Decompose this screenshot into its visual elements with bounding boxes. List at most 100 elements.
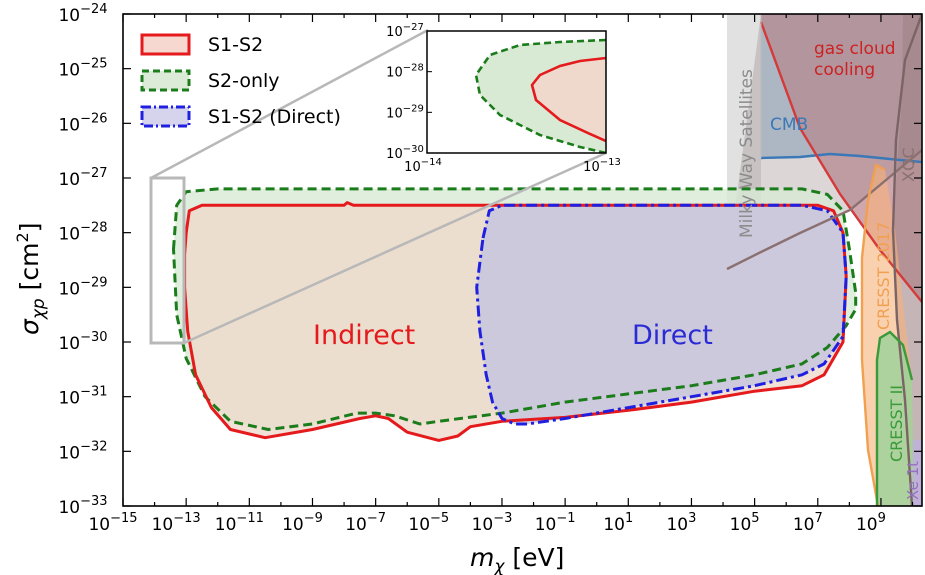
zoom-connector-top [150,28,429,180]
y-tick-exp: −30 [80,330,107,345]
x-tick-exp: 3 [688,511,696,526]
x-tick-base: 10 [282,515,304,535]
inset-s1s2-line [530,56,606,143]
y-tick-exp: −24 [80,2,107,17]
y-tick-base: 10 [58,279,80,299]
x-tick-exp: −11 [236,511,263,526]
inset-x-tick-exp: −14 [421,157,442,168]
inset-s2only-line [474,38,606,153]
inset-frame [426,30,607,154]
cresst2-line [875,330,914,506]
legend-label-direct: S1-S2 (Direct) [208,106,341,128]
y-tick-label: 10−30 [58,330,107,354]
x-tick-label: 107 [793,511,823,535]
inset-y-tick-label: 10−28 [386,63,424,81]
x-tick-exp: −3 [493,511,512,526]
gas-label-1: gas cloud [814,39,896,59]
x-tick-exp: −7 [367,511,386,526]
x-tick-exp: −1 [556,511,575,526]
indirect-annotation: Indirect [313,320,415,351]
inset-y-tick-exp: −29 [403,103,424,114]
xe1t-label: Xe 1t [904,461,922,500]
x-tick-label: 10−7 [345,511,386,535]
x-tick-label: 10−13 [152,511,201,535]
y-tick-label: 10−27 [58,166,107,190]
x-tick-exp: −15 [110,511,137,526]
y-tick-label: 10−31 [58,385,107,409]
y-axis-label-close: ] [15,223,44,233]
cresst2-region [877,332,914,506]
x-tick-exp: −5 [430,511,449,526]
x-tick-exp: −9 [304,511,323,526]
y-tick-exp: −33 [80,494,107,509]
y-tick-exp: −31 [80,385,107,400]
cresst2017-line [860,163,886,506]
y-axis-label-unit: [cm [15,242,44,298]
cmb-line [760,152,922,164]
x-tick-exp: 9 [878,511,886,526]
inset-y-tick-label: 10−30 [386,144,424,162]
x-tick-base: 10 [152,515,174,535]
x-tick-exp: −13 [173,511,200,526]
xqc-line [891,14,922,506]
x-tick-base: 10 [730,515,752,535]
gas-label-2: cooling [814,60,875,80]
direct-annotation: Direct [632,320,713,351]
mws-line [726,149,922,271]
x-axis-label: mχ [eV] [470,543,564,575]
x-tick-exp: 5 [751,511,759,526]
inset-y-tick-label: 10−29 [386,103,424,121]
zoom-connector-bottom [183,151,607,345]
y-axis-label-sup: 2 [13,232,32,242]
xqc-region [893,14,922,506]
constraint-lines [726,14,922,506]
x-tick-label: 10−9 [282,511,323,535]
series-line-1 [172,187,858,431]
inset-y-tick-base: 10 [386,147,403,162]
inset-y-tick-exp: −30 [403,144,424,155]
y-tick-label: 10−32 [58,439,107,463]
series-fills [173,188,856,441]
x-axis-label-sub: χ [493,557,505,575]
axes-frame [122,13,923,507]
y-tick-label: 10−26 [58,111,107,135]
zoom-box [149,176,186,345]
y-tick-exp: −28 [80,221,107,236]
x-tick-base: 10 [603,515,625,535]
y-tick-base: 10 [58,6,80,26]
x-tick-base: 10 [345,515,367,535]
inset-y-tick-base: 10 [386,106,403,121]
x-tick-label: 109 [856,511,886,535]
y-tick-label: 10−29 [58,275,107,299]
y-tick-exp: −29 [80,275,107,290]
inset-y-tick-exp: −28 [403,63,424,74]
y-tick-label: 10−33 [58,494,107,518]
legend-swatch-s1s2 [140,33,191,56]
x-tick-label: 10−11 [215,511,264,535]
inset-x-tick-base: 10 [583,160,600,175]
y-tick-base: 10 [58,61,80,81]
x-tick-label: 10−3 [472,511,513,535]
legend-swatch-s2only [140,69,191,92]
inset-x-tick-exp: −13 [600,157,621,168]
series-line-0 [183,201,848,442]
inset-x-tick-label: 10−13 [583,157,621,175]
axis-ticks: 10−15 10−13 10−11 10−9 10−7 10−5 10−3 10−1 101 10… [58,2,922,535]
legend-label-s2only: S2-only [208,70,280,92]
y-axis-label-base: σ [15,318,44,335]
y-tick-label: 10−28 [58,221,107,245]
y-tick-exp: −27 [80,166,107,181]
cmb-label: CMB [770,115,808,135]
x-tick-label: 103 [666,511,696,535]
x-tick-label: 101 [603,511,633,535]
cresst2017-label: CRESST 2017 [874,222,893,330]
y-tick-label: 10−25 [58,57,107,81]
legend-label-s1s2: S1-S2 [208,34,263,56]
cresst2-label: CRESST II [887,385,906,462]
y-tick-base: 10 [58,225,80,245]
inset-s1s2-fill [532,58,606,141]
inset-x-tick-base: 10 [404,160,421,175]
y-tick-base: 10 [58,334,80,354]
